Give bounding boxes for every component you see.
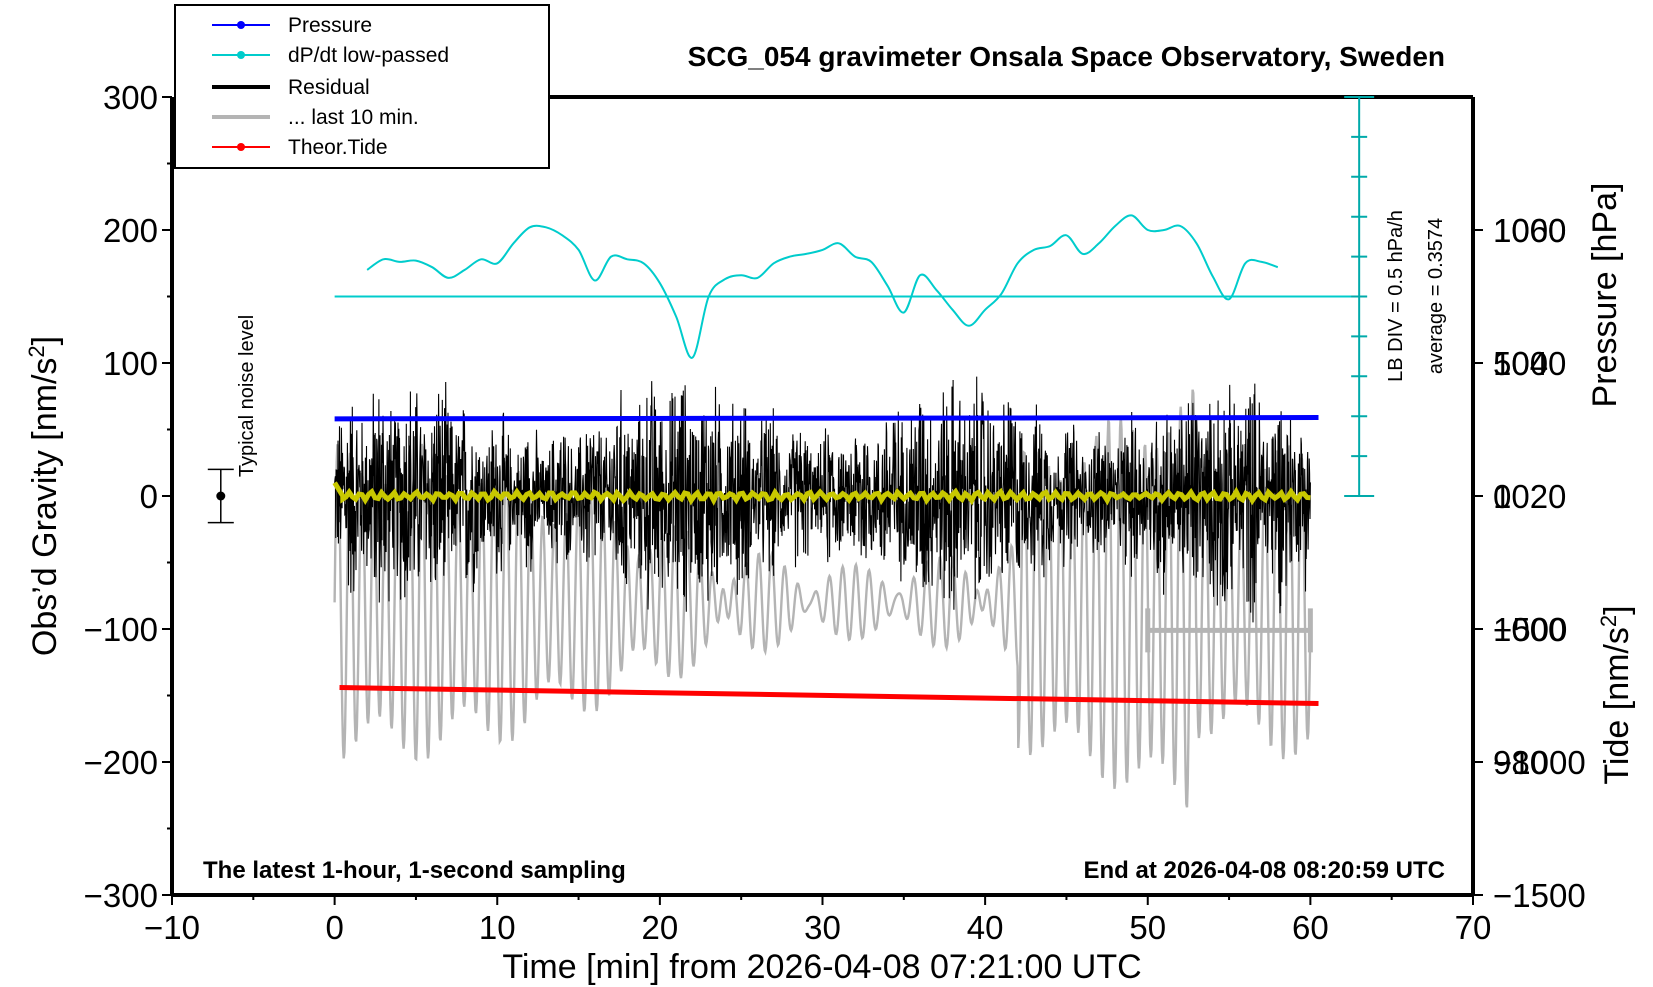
tide-tick-label: 500 xyxy=(1493,345,1548,382)
y-label-tide-close: ] xyxy=(1598,605,1636,614)
axis-ticks: −10 0 10 20 30 40 50 60 703002001000−100−200−300… xyxy=(84,79,1586,946)
x-tick-label: −10 xyxy=(144,909,200,946)
y-tick-label: 0 xyxy=(140,478,158,515)
y-label-gravity-close: ] xyxy=(26,336,64,345)
last-10-min-line xyxy=(333,389,1312,808)
y-label-gravity-main: Obs’d Gravity [nm/s xyxy=(26,358,64,657)
y-axis-label-tide: Tide [nm/s2] xyxy=(1596,605,1636,784)
y-tick-label: −100 xyxy=(84,611,158,648)
tide-tick-label: −500 xyxy=(1493,611,1567,648)
y-label-tide-sup: 2 xyxy=(1596,615,1621,627)
y-axis-label-pressure: Pressure [hPa] xyxy=(1586,183,1624,408)
pressure-series xyxy=(334,415,1319,422)
last-10-min-series xyxy=(333,389,1312,808)
legend: Pressure dP/dt low-passed Residual ... l… xyxy=(174,4,550,169)
tide-tick-label: −1500 xyxy=(1493,877,1586,914)
theor-tide-series xyxy=(339,685,1319,706)
pressure-tick-label: 1040 xyxy=(1493,345,1566,382)
residual-line xyxy=(334,376,1311,623)
last-10-min-bracket xyxy=(1145,608,1313,653)
x-tick-label: 30 xyxy=(804,909,841,946)
y-tick-label: −300 xyxy=(84,877,158,914)
x-tick-label: 10 xyxy=(479,909,516,946)
chart-title: SCG_054 gravimeter Onsala Space Observat… xyxy=(688,41,1445,72)
y-label-tide-main: Tide [nm/s xyxy=(1598,627,1636,784)
bottom-left-note: The latest 1-hour, 1-second sampling xyxy=(203,857,626,884)
noise-label: Typical noise level xyxy=(236,315,258,477)
y-tick-label: −200 xyxy=(84,744,158,781)
average-label: average = 0.3574 xyxy=(1425,218,1447,374)
legend-label-last10: ... last 10 min. xyxy=(288,106,419,129)
legend-marker-theor-tide xyxy=(237,143,245,151)
tide-tick-label: 1000 xyxy=(1493,212,1566,249)
legend-marker-dpdt xyxy=(237,51,245,59)
y-axis-label-gravity: Obs’d Gravity [nm/s2] xyxy=(24,336,64,656)
residual-series xyxy=(334,376,1311,623)
noise-bar-center-dot xyxy=(216,491,226,501)
lb-div-label: LB DIV = 0.5 hPa/h xyxy=(1385,210,1407,382)
residual-smoothed-series xyxy=(332,481,1311,506)
x-tick-label: 60 xyxy=(1292,909,1329,946)
legend-label-pressure: Pressure xyxy=(288,14,372,37)
x-tick-label: 20 xyxy=(642,909,679,946)
pressure-tick-label: 1020 xyxy=(1493,478,1566,515)
pressure-tick-label: 1060 xyxy=(1493,212,1566,249)
pressure-tick-label: 1000 xyxy=(1493,611,1566,648)
x-tick-label: 50 xyxy=(1129,909,1166,946)
legend-label-theor-tide: Theor.Tide xyxy=(288,136,388,159)
noise-error-bar xyxy=(207,468,234,524)
legend-marker-pressure xyxy=(237,21,245,29)
x-axis-label: Time [min] from 2026-04-08 07:21:00 UTC xyxy=(502,948,1141,986)
dpdt-line xyxy=(366,214,1279,359)
pressure-tick-label: 980 xyxy=(1493,744,1548,781)
y-tick-label: 200 xyxy=(103,212,158,249)
x-tick-label: 70 xyxy=(1455,909,1492,946)
x-tick-label: 0 xyxy=(325,909,343,946)
y-tick-label: 100 xyxy=(103,345,158,382)
dpdt-lowpassed-series xyxy=(334,214,1360,359)
tide-tick-label: 0 xyxy=(1493,478,1511,515)
residual-smoothed-line xyxy=(332,481,1311,506)
y-label-gravity-sup: 2 xyxy=(24,345,49,357)
y-tick-label: 300 xyxy=(103,79,158,116)
pressure-line xyxy=(334,415,1319,422)
x-tick-label: 40 xyxy=(967,909,1004,946)
tide-tick-label: −1000 xyxy=(1493,744,1586,781)
legend-label-residual: Residual xyxy=(288,76,370,99)
lb-div-scale-bar xyxy=(1344,96,1375,497)
legend-label-dpdt: dP/dt low-passed xyxy=(288,44,449,67)
theor-tide-line xyxy=(339,685,1319,706)
bottom-right-note: End at 2026-04-08 08:20:59 UTC xyxy=(1084,857,1446,884)
